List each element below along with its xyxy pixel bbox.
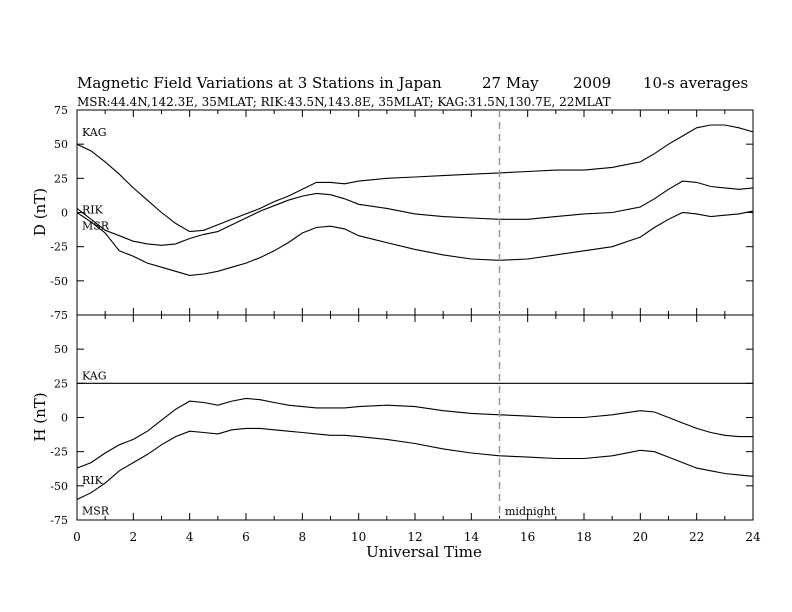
series-line-h-msr (76, 427, 754, 500)
x-tick-label: 20 (633, 530, 648, 544)
series-line-d-kag (76, 124, 754, 233)
chart-averaging: 10-s averages (643, 74, 748, 92)
y-tick-label: 50 (54, 343, 68, 356)
series-label-msr: MSR (82, 220, 110, 233)
h-panel: -75 -50 -25 0 25 50 KAG RIK MSR (50, 314, 754, 527)
y-tick-label: -25 (50, 241, 68, 254)
series-label-kag: KAG (82, 126, 107, 139)
station-coordinates: MSR:44.4N,142.3E, 35MLAT; RIK:43.5N,143.… (77, 95, 611, 109)
y-tick-label: -25 (50, 446, 68, 459)
series-label-msr: MSR (82, 505, 110, 518)
x-tick-label: 24 (745, 530, 761, 544)
series-line-d-rik (76, 180, 754, 246)
d-panel: -75 -50 -25 0 25 50 75 KAG RIK MSR (50, 104, 754, 322)
y-tick-label: 50 (54, 138, 68, 151)
y-tick-label: 0 (61, 412, 68, 425)
x-tick-label: 6 (242, 530, 250, 544)
d-axis-label: D (nT) (31, 188, 49, 236)
series-label-kag: KAG (82, 369, 107, 382)
x-tick-label: 14 (464, 530, 480, 544)
y-tick-label: 25 (54, 377, 68, 390)
x-tick-label: 10 (351, 530, 366, 544)
h-axis-label: H (nT) (31, 392, 49, 441)
y-tick-label: -50 (50, 275, 68, 288)
y-tick-label: 25 (54, 172, 68, 185)
series-line-d-msr (76, 210, 754, 276)
series-label-rik: RIK (82, 474, 104, 487)
series-line-h-rik (76, 397, 753, 469)
y-tick-label: -50 (50, 480, 68, 493)
x-tick-label: 16 (520, 530, 535, 544)
y-tick-label: -75 (50, 309, 68, 322)
x-tick-label: 8 (299, 530, 307, 544)
chart-title: Magnetic Field Variations at 3 Stations … (77, 74, 442, 92)
x-tick-label: 4 (186, 530, 194, 544)
y-tick-label: -75 (50, 514, 68, 527)
x-axis: 0 2 4 6 8 10 12 14 16 18 20 22 24 (73, 110, 761, 544)
chart-date: 27 May (482, 74, 539, 92)
y-tick-label: 75 (54, 104, 68, 117)
y-tick-label: 0 (61, 207, 68, 220)
panel-frame (76, 109, 754, 316)
x-tick-label: 18 (576, 530, 591, 544)
x-axis-label: Universal Time (366, 543, 482, 561)
x-tick-label: 0 (73, 530, 81, 544)
midnight-label: midnight (505, 505, 556, 518)
x-tick-label: 12 (407, 530, 422, 544)
chart-year: 2009 (573, 74, 611, 92)
x-tick-label: 22 (689, 530, 704, 544)
series-label-rik: RIK (82, 203, 104, 216)
panel-frame (76, 314, 754, 521)
x-tick-label: 2 (130, 530, 138, 544)
